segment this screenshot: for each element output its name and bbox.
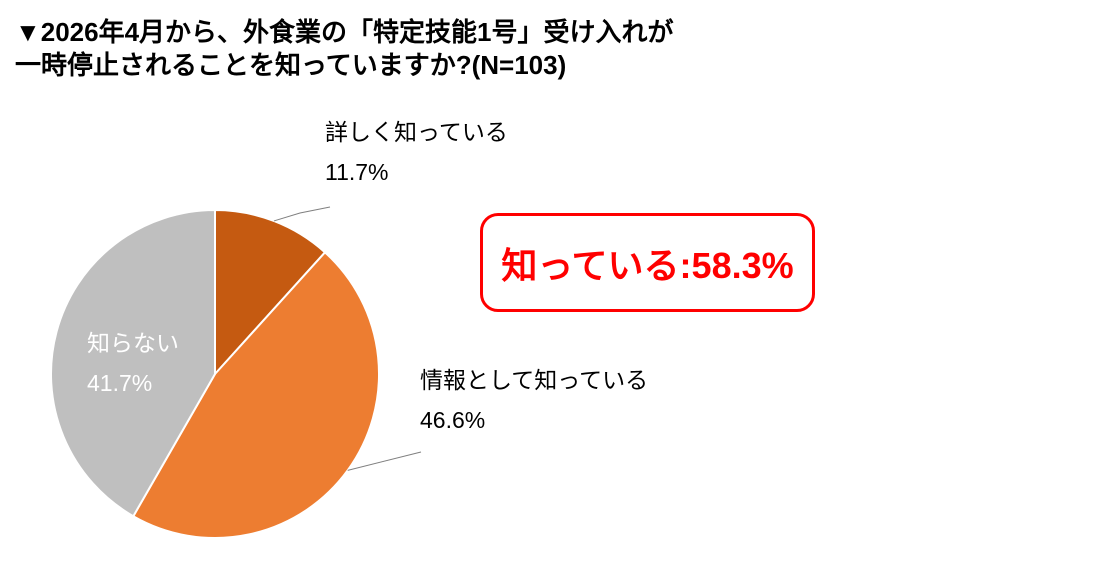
- slice-label-info-name: 情報として知っている: [420, 367, 649, 393]
- slice-label-detail: 詳しく知っている 11.7%: [325, 112, 508, 192]
- summary-annotation-box: 知っている:58.3%: [480, 213, 815, 312]
- slice-label-info: 情報として知っている 46.6%: [420, 360, 648, 440]
- leader-line-1: [347, 451, 422, 471]
- leader-line-0: [273, 206, 331, 222]
- slice-label-unknown-name: 知らない: [87, 330, 179, 356]
- slice-label-info-value: 46.6%: [420, 407, 486, 433]
- slice-label-detail-value: 11.7%: [325, 159, 389, 185]
- pie-slice-1: [132, 251, 380, 540]
- summary-annotation-text: 知っている:58.3%: [501, 244, 794, 286]
- slice-label-unknown-value: 41.7%: [87, 370, 153, 396]
- chart-title-line2: 一時停止されることを知っていますか?(N=103): [15, 50, 567, 80]
- slice-label-detail-name: 詳しく知っている: [325, 119, 508, 145]
- slice-label-unknown: 知らない 41.7%: [87, 323, 179, 403]
- chart-title: ▼2026年4月から、外食業の「特定技能1号」受け入れが 一時停止されることを知…: [15, 16, 674, 82]
- chart-title-line1: ▼2026年4月から、外食業の「特定技能1号」受け入れが: [15, 17, 674, 47]
- pie-slice-2: [50, 209, 216, 518]
